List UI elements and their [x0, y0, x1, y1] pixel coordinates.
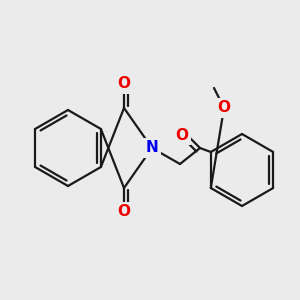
- Text: O: O: [118, 205, 130, 220]
- Text: O: O: [118, 76, 130, 92]
- Text: N: N: [146, 140, 158, 155]
- Text: O: O: [218, 100, 230, 116]
- Text: O: O: [176, 128, 188, 142]
